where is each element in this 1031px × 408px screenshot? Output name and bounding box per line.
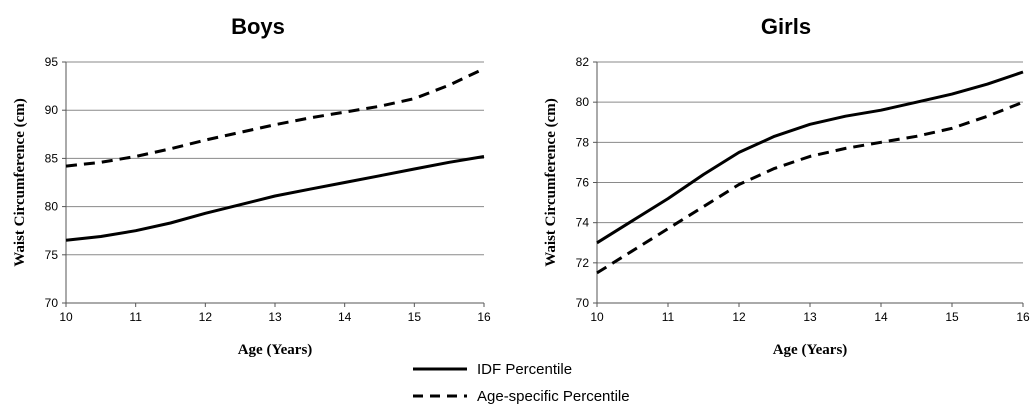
legend: IDF Percentile Age-specific Percentile	[413, 361, 630, 405]
x-axis-label: Age (Years)	[773, 342, 848, 358]
y-tick-label: 75	[45, 248, 59, 262]
x-tick-label: 16	[1016, 310, 1030, 324]
y-tick-label: 90	[45, 103, 59, 117]
x-tick-label: 13	[803, 310, 817, 324]
x-tick-label: 12	[199, 310, 213, 324]
series-line-idf	[596, 70, 1024, 245]
chart-title: Girls	[761, 14, 811, 39]
legend-label-age-specific: Age-specific Percentile	[477, 388, 630, 405]
y-tick-label: 76	[576, 176, 590, 190]
x-tick-label: 13	[268, 310, 282, 324]
x-tick-label: 14	[338, 310, 352, 324]
x-tick-label: 11	[129, 310, 142, 324]
y-tick-label: 72	[576, 256, 590, 270]
y-tick-label: 85	[45, 151, 59, 165]
chart-panel-girls: 70 72 74 76 78 80 82 10 11 12 13 14 15 16 Girls Age (Ye…	[543, 14, 1030, 358]
y-tick-label: 95	[45, 55, 59, 69]
chart-title: Boys	[231, 14, 285, 39]
x-tick-label: 10	[590, 310, 604, 324]
y-tick-label: 70	[576, 296, 590, 310]
x-tick-label: 12	[732, 310, 746, 324]
x-axis-label: Age (Years)	[238, 342, 313, 358]
x-tick-label: 11	[662, 310, 675, 324]
y-tick-label: 80	[45, 200, 59, 214]
y-tick-label: 78	[576, 135, 590, 149]
y-tick-label: 80	[576, 95, 590, 109]
x-tick-label: 14	[874, 310, 888, 324]
y-tick-label: 74	[576, 216, 590, 230]
y-tick-label: 70	[45, 296, 59, 310]
series-line-age-specific	[596, 100, 1024, 275]
series-line-idf	[65, 155, 485, 242]
y-axis-label: Waist Circumference (cm)	[12, 98, 28, 267]
series-line-age-specific	[65, 67, 485, 168]
chart-panel-boys: 70 75 80 85 90 95 10 11 12 13 14 15 16 Boys Age (Years…	[12, 14, 491, 358]
legend-label-idf: IDF Percentile	[477, 361, 572, 378]
y-axis-label: Waist Circumference (cm)	[543, 98, 559, 267]
x-tick-label: 15	[408, 310, 422, 324]
y-tick-label: 82	[576, 55, 590, 69]
x-tick-label: 15	[945, 310, 959, 324]
x-tick-label: 16	[477, 310, 491, 324]
x-tick-label: 10	[59, 310, 73, 324]
